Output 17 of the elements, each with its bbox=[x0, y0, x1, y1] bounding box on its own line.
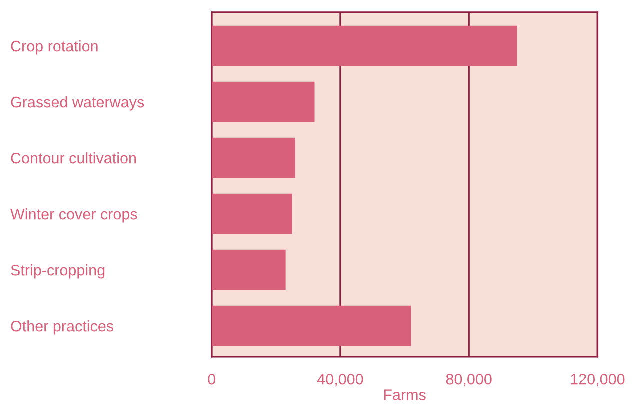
bar bbox=[212, 250, 286, 290]
y-tick-label: Contour cultivation bbox=[11, 152, 136, 164]
bar bbox=[212, 306, 412, 346]
y-tick-label: Strip-cropping bbox=[11, 264, 105, 279]
x-tick-label: 0 bbox=[208, 374, 216, 385]
y-tick-label: Winter cover crops bbox=[10, 208, 138, 223]
bar bbox=[212, 82, 315, 122]
x-tick-label: 80,000 bbox=[446, 374, 492, 387]
bar bbox=[212, 138, 296, 178]
bar bbox=[212, 26, 518, 66]
bar bbox=[212, 194, 292, 234]
x-axis-title: Farms bbox=[384, 390, 426, 400]
y-tick-label: Grassed waterways bbox=[11, 96, 144, 111]
y-tick-label: Other practices bbox=[11, 320, 114, 335]
x-tick-label: 40,000 bbox=[317, 374, 364, 387]
y-tick-label: Crop rotation bbox=[11, 40, 98, 55]
x-tick-label: 120,000 bbox=[571, 374, 625, 387]
